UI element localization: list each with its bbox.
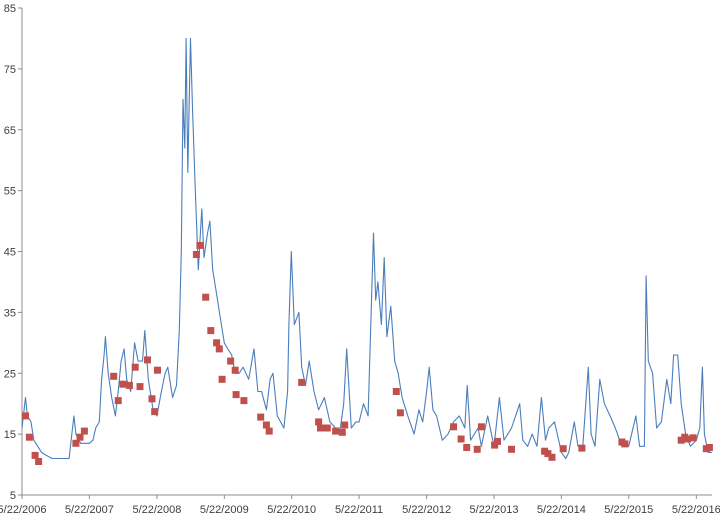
scatter-point — [477, 423, 485, 431]
scatter-point — [508, 445, 515, 453]
scatter-point — [323, 424, 331, 432]
x-tick-label: 5/22/2015 — [604, 504, 653, 516]
scatter-point — [338, 428, 346, 436]
x-tick-label: 5/22/2007 — [65, 504, 114, 516]
x-tick-label: 5/22/2011 — [335, 504, 383, 516]
x-tick-label: 5/22/2014 — [537, 504, 586, 516]
scatter-point — [35, 458, 43, 465]
scatter-point — [494, 437, 501, 445]
y-tick-label: 45 — [4, 247, 16, 259]
x-tick-label: 5/22/2006 — [0, 504, 46, 516]
scatter-point — [621, 440, 629, 448]
scatter-point — [317, 424, 324, 432]
tick-labels: 5 15 25 35 45 55 65 75 85 5/22/2006 5/22/2007 5/22/… — [0, 3, 720, 516]
scatter-point — [202, 293, 210, 301]
y-tick-label: 75 — [4, 64, 16, 76]
x-tick-label: 5/22/2013 — [470, 504, 519, 516]
scatter-point — [548, 453, 556, 461]
y-tick-label: 65 — [4, 125, 16, 137]
scatter-point — [154, 366, 161, 374]
scatter-point — [396, 409, 404, 417]
scatter-point — [578, 444, 586, 452]
scatter-point — [227, 357, 235, 365]
scatter-point — [72, 439, 80, 447]
scatter-point — [31, 451, 39, 459]
scatter-point — [144, 356, 151, 364]
scatter-point — [240, 397, 248, 405]
scatter-point — [341, 421, 349, 429]
scatter-point — [151, 408, 159, 416]
scatter-point — [457, 435, 465, 443]
scatter-point — [218, 375, 226, 383]
x-tick-label: 5/22/2016 — [672, 504, 720, 516]
scatter-point — [298, 378, 306, 386]
x-tick-label: 5/22/2008 — [132, 504, 181, 516]
scatter-point — [544, 450, 552, 458]
scatter-point — [136, 383, 144, 391]
scatter-point — [232, 391, 240, 399]
plot-area — [21, 37, 713, 465]
y-tick-label: 25 — [4, 368, 16, 380]
scatter-point — [110, 372, 118, 380]
series-line — [21, 37, 712, 460]
scatter-point — [148, 395, 156, 403]
y-tick-label: 35 — [4, 307, 16, 319]
scatter-point — [192, 251, 200, 258]
scatter-point — [559, 445, 567, 453]
scatter-point — [392, 388, 400, 395]
x-tick-label: 5/22/2010 — [267, 504, 316, 516]
scatter-point — [76, 433, 84, 441]
scatter-point — [491, 441, 499, 449]
scatter-point — [215, 345, 223, 353]
scatter-point — [131, 363, 139, 371]
scatter-point — [231, 366, 239, 374]
scatter-point — [257, 413, 265, 421]
x-tick-label: 5/22/2012 — [402, 504, 451, 516]
y-tick-label: 15 — [4, 429, 16, 441]
scatter-point — [684, 435, 692, 443]
scatter-point — [689, 434, 697, 442]
scatter-point — [207, 327, 215, 335]
scatter-point — [22, 412, 29, 420]
x-tick-label: 5/22/2009 — [200, 504, 249, 516]
scatter-point — [473, 445, 481, 453]
scatter-point — [25, 433, 33, 441]
scatter-point — [463, 444, 471, 451]
y-tick-label: 85 — [4, 3, 16, 15]
scatter-point — [213, 339, 221, 347]
scatter-point — [125, 381, 133, 389]
y-tick-label: 55 — [4, 186, 16, 198]
y-tick-label: 5 — [10, 490, 16, 502]
scatter-point — [332, 427, 340, 435]
axes — [18, 7, 712, 499]
scatter-point — [114, 397, 122, 405]
scatter-point — [196, 241, 204, 249]
scatter-point — [450, 423, 458, 431]
scatter-point — [705, 444, 713, 451]
scatter-point — [315, 418, 323, 426]
scatter-point — [262, 421, 270, 429]
scatter-point — [80, 427, 88, 435]
scatter-point — [119, 380, 127, 388]
scatter-point — [265, 427, 273, 435]
